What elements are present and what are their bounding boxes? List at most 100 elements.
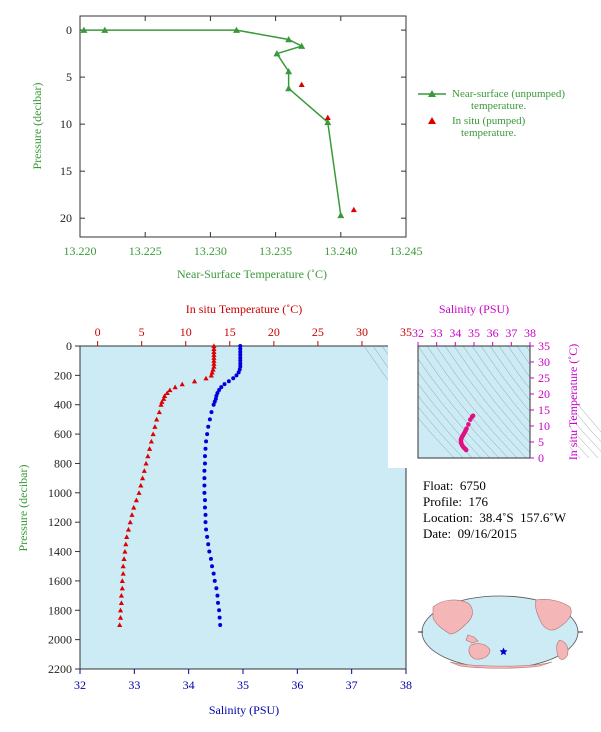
salinity-point	[231, 376, 236, 381]
ts-x-tick-label: 34	[449, 326, 461, 340]
ts-point	[463, 447, 469, 453]
temperature-point	[211, 349, 217, 354]
salinity-point	[203, 520, 208, 525]
temperature-point	[145, 453, 151, 459]
salinity-point	[203, 446, 208, 451]
salinity-point	[210, 564, 215, 569]
map-land-australia	[468, 643, 491, 660]
temperature-point	[131, 504, 137, 510]
sal-tick-label: 36	[291, 678, 303, 692]
near-surface-point	[80, 26, 88, 33]
salinity-point	[208, 556, 213, 561]
profile-panel: 0 5 10 15 20 25 30 35 32 33 34 35 36 37 38 0 200 400 600 80…	[16, 302, 412, 717]
salinity-point	[217, 608, 222, 613]
sal-tick-label: 33	[128, 678, 140, 692]
temperature-point	[125, 526, 132, 532]
map-land-indonesia	[465, 634, 479, 644]
temp-tick-label: 0	[95, 325, 101, 339]
temperature-point	[120, 563, 126, 569]
sal-tick-label: 35	[237, 678, 249, 692]
temperature-point	[119, 585, 125, 591]
temp-tick-label: 5	[139, 325, 145, 339]
legend-in-situ-label: In situ (pumped) temperature.	[452, 115, 526, 139]
density-contour	[444, 345, 536, 459]
salinity-point	[238, 344, 243, 348]
near-surface-point	[285, 84, 293, 92]
y-tick-label: 5	[66, 70, 72, 84]
temp-tick-label: 35	[400, 325, 412, 339]
x-tick-label: 13.235	[259, 244, 292, 258]
salinity-point	[204, 527, 209, 532]
salinity-point	[238, 349, 243, 354]
pressure-tick-label: 400	[54, 398, 72, 412]
temperature-point	[159, 399, 165, 404]
temperature-point	[209, 369, 215, 375]
near-surface-point	[101, 26, 109, 33]
near-surface-point	[324, 118, 332, 126]
ts-ticks: 32 33 34 35 36 37 38 0 5 10 15 20 25 30 35	[412, 326, 550, 465]
ts-x-tick-label: 32	[412, 326, 424, 340]
salinity-point	[204, 439, 209, 444]
sal-tick-label: 34	[183, 678, 195, 692]
temp-tick-label: 20	[268, 325, 280, 339]
legend-near-surface-label: Near-surface (unpumped) temperature.	[452, 88, 565, 112]
salinity-point	[209, 410, 214, 415]
temperature-point	[120, 570, 126, 576]
pressure-tick-label: 2000	[48, 633, 72, 647]
salinity-point	[234, 373, 239, 378]
ts-y-tick-label: 20	[538, 387, 550, 401]
temperature-point	[152, 424, 158, 429]
pressure-tick-label: 1400	[48, 545, 72, 559]
ts-point	[467, 417, 473, 422]
ts-y-label: In situ Temperature (˚C)	[566, 344, 580, 461]
ts-x-tick-label: 38	[524, 326, 536, 340]
pressure-tick-label: 800	[54, 456, 72, 470]
map-land-south-america	[556, 639, 569, 660]
ts-x-tick-label: 35	[468, 326, 480, 340]
ts-x-tick-label: 37	[505, 326, 517, 340]
temperature-point	[191, 378, 198, 384]
ts-markers	[458, 413, 476, 453]
density-contour	[417, 345, 509, 459]
y-tick-label: 15	[60, 164, 72, 178]
salinity-point	[202, 476, 207, 481]
ts-point	[466, 422, 471, 427]
ts-y-tick-label: 5	[538, 435, 544, 449]
near-surface-x-label: Near-Surface Temperature (˚C)	[177, 267, 327, 281]
salinity-point	[211, 402, 216, 407]
in-situ-point	[350, 206, 357, 213]
temp-tick-label: 25	[312, 325, 324, 339]
temperature-point	[167, 387, 173, 393]
date: Date: 09/16/2015	[423, 526, 517, 541]
salinity-point	[216, 600, 221, 605]
salinity-point	[238, 352, 243, 357]
profile-y-label: Pressure (decibar)	[16, 465, 30, 552]
legend-triangle-red	[428, 117, 436, 124]
temperature-point	[154, 416, 160, 422]
salinity-point	[236, 370, 241, 375]
x-tick-label: 13.220	[64, 244, 97, 258]
temperature-point	[118, 600, 125, 606]
pressure-tick-label: 2200	[48, 662, 72, 676]
salinity-point	[205, 534, 210, 539]
temperature-point	[179, 381, 185, 387]
temperature-point	[150, 431, 156, 437]
in-situ-point	[298, 81, 305, 88]
pressure-tick-label: 600	[54, 427, 72, 441]
world-map	[418, 595, 583, 669]
salinity-profile-markers	[202, 344, 243, 627]
pressure-tick-label: 1000	[48, 486, 72, 500]
salinity-axis-label: Salinity (PSU)	[209, 703, 279, 717]
ts-y-tick-label: 35	[538, 339, 550, 353]
near-surface-x-ticks: 13.220 13.225 13.230 13.235 13.240 13.245	[64, 16, 423, 258]
temperature-point	[211, 358, 217, 363]
temperature-point	[211, 352, 217, 357]
float-number: Float: 6750	[423, 478, 486, 493]
temperature-point	[210, 366, 216, 372]
y-tick-label: 10	[60, 117, 72, 131]
temperature-point	[161, 396, 167, 401]
temperature-point	[118, 592, 125, 598]
salinity-point	[217, 615, 222, 620]
salinity-point	[238, 358, 243, 363]
temperature-point	[136, 490, 142, 495]
